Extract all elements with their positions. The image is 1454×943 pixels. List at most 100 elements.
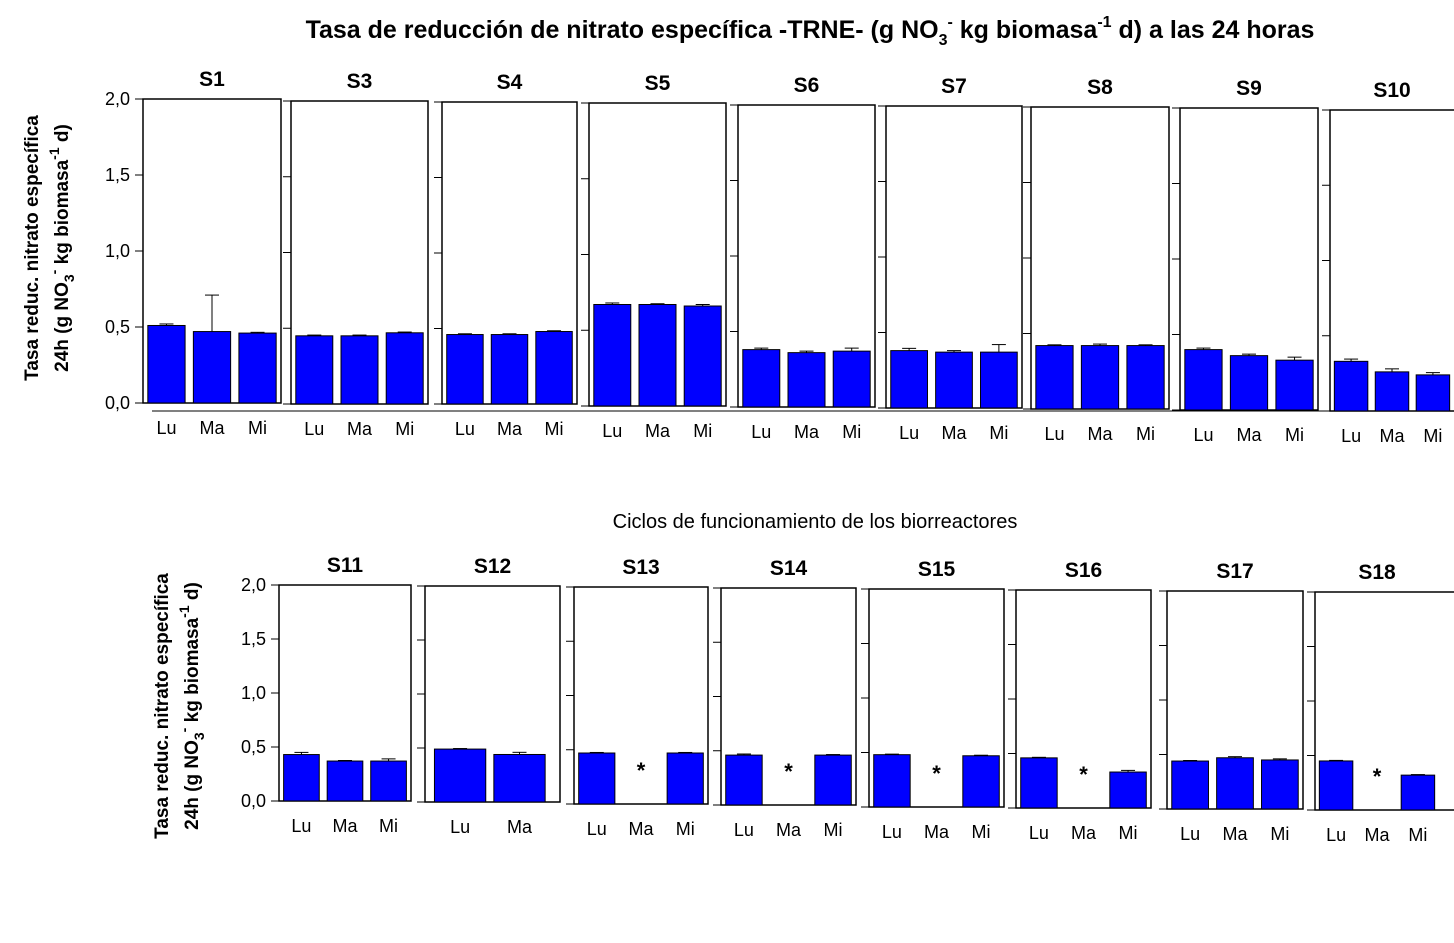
panel-title: S6 (794, 74, 820, 97)
panel-s12: S12 Lu Ma (417, 555, 561, 837)
panel-s11: 0,0 0,5 1,0 1,5 2,0 S11 Lu Ma Mi (241, 554, 412, 836)
panel-title: S4 (497, 71, 523, 94)
y-tick-label: 1,0 (105, 241, 130, 261)
category-label: Mi (545, 419, 564, 439)
category-label: Lu (882, 822, 902, 842)
category-label: Mi (379, 816, 398, 836)
y-axis-title-top-line2: 24h (g NO3- kg biomasa-1 d) (46, 124, 77, 372)
bar (283, 754, 320, 802)
bar (1318, 760, 1354, 811)
panel-title: S10 (1373, 79, 1410, 102)
panel-title: S17 (1216, 560, 1253, 583)
y-tick-label: 0,0 (105, 393, 130, 413)
y-axis-title-bottom-line2: 24h (g NO3- kg biomasa-1 d) (176, 582, 207, 830)
panel-s10: S10 Lu Ma Mi (1322, 79, 1454, 446)
category-label: Lu (751, 422, 771, 442)
category-label: Ma (776, 820, 802, 840)
category-label: Mi (676, 819, 695, 839)
category-label: Lu (1029, 823, 1049, 843)
panel-title: S7 (941, 75, 967, 98)
y-axis-title-bottom: Tasa reduc. nitrato específica 24h (g NO… (152, 573, 207, 839)
category-label: Lu (1193, 425, 1213, 445)
category-label: Mi (1136, 424, 1155, 444)
panel-s16: S16 Lu * Ma Mi (1008, 559, 1152, 843)
category-label: Ma (347, 419, 373, 439)
bar (962, 755, 1000, 808)
y-tick-label: 1,5 (105, 165, 130, 185)
bar (1109, 771, 1147, 809)
category-label: Ma (628, 819, 654, 839)
bar (433, 748, 487, 803)
bar (1035, 345, 1074, 410)
x-axis-title: Ciclos de funcionamiento de los biorreac… (613, 511, 1018, 533)
category-label: Ma (199, 418, 225, 438)
missing-marker: * (784, 759, 793, 784)
panel-title: S1 (199, 68, 225, 91)
bar (340, 335, 379, 405)
y-tick-label: 0,0 (241, 791, 266, 811)
panel-s7: S7 Lu Ma Mi (878, 75, 1023, 443)
category-label: Lu (899, 423, 919, 443)
panel-title: S16 (1065, 559, 1102, 582)
category-label: Ma (1364, 825, 1390, 845)
panel-title: S9 (1236, 77, 1262, 100)
panel-title: S14 (770, 557, 808, 580)
bar (1261, 759, 1299, 810)
category-label: Mi (248, 418, 267, 438)
bar (935, 351, 973, 409)
bar (147, 324, 186, 404)
y-axis-title-bottom-line1: Tasa reduc. nitrato específica (152, 573, 173, 839)
panel-s4: S4 Lu Ma Mi (434, 71, 578, 439)
bar (683, 305, 722, 407)
panel-s18: S18 Lu * Ma Mi (1307, 561, 1454, 845)
panel-s3: S3 Lu Ma Mi (283, 70, 429, 439)
category-label: Lu (156, 418, 176, 438)
panel-title: S11 (327, 554, 364, 577)
panel-title: S13 (622, 556, 659, 579)
bar (1126, 345, 1165, 410)
bar (814, 754, 852, 806)
y-tick-label: 0,5 (105, 317, 130, 337)
y-tick-label: 2,0 (241, 575, 266, 595)
panel-s14: S14 Lu * Ma Mi (713, 557, 857, 840)
missing-marker: * (932, 761, 941, 786)
bar (1020, 757, 1058, 809)
category-label: Lu (304, 419, 324, 439)
category-label: Ma (794, 422, 820, 442)
missing-marker: * (637, 758, 646, 783)
y-axis-title-top: Tasa reduc. nitrato específica 24h (g NO… (22, 115, 77, 381)
missing-marker: * (1373, 764, 1382, 789)
category-label: Lu (1326, 825, 1346, 845)
panel-title: S12 (474, 555, 511, 578)
category-label: Lu (450, 817, 470, 837)
chart-title: Tasa de reducción de nitrato específica … (306, 14, 1315, 49)
category-label: Lu (587, 819, 607, 839)
panel-s13: S13 Lu * Ma Mi (566, 556, 709, 839)
bar (873, 754, 911, 808)
panel-s17: S17 Lu Ma Mi (1159, 560, 1304, 844)
bar (1216, 757, 1254, 810)
category-label: Mi (972, 822, 991, 842)
bar (725, 754, 763, 806)
category-label: Mi (395, 419, 414, 439)
bar (593, 303, 632, 407)
category-label: Ma (1379, 426, 1405, 446)
bar (446, 334, 484, 405)
bar (578, 752, 616, 805)
category-label: Lu (1341, 426, 1361, 446)
bar (370, 760, 407, 802)
category-label: Mi (989, 423, 1008, 443)
category-label: Ma (1222, 824, 1248, 844)
category-label: Ma (924, 822, 950, 842)
category-label: Lu (455, 419, 475, 439)
bar (1171, 760, 1209, 810)
panel-s6: S6 Lu Ma Mi (730, 74, 876, 442)
panel-s9: S9 Lu Ma Mi (1172, 77, 1319, 445)
category-label: Lu (1044, 424, 1064, 444)
bar (980, 351, 1018, 409)
bar (666, 752, 704, 805)
category-label: Ma (332, 816, 358, 836)
